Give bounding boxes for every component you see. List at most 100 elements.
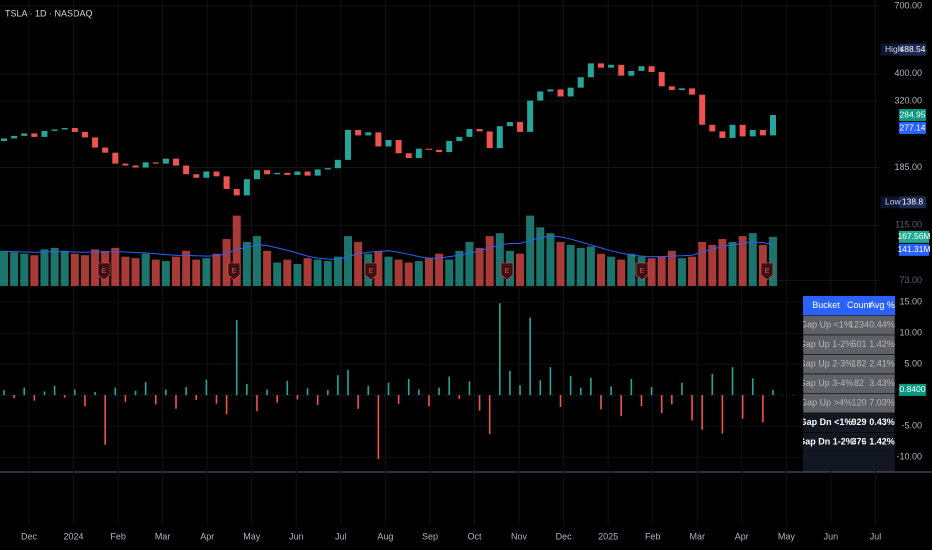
candle xyxy=(355,129,362,136)
candle xyxy=(253,170,260,180)
candle xyxy=(456,136,463,142)
table-header: Count xyxy=(847,300,872,310)
volume-bar xyxy=(354,242,363,286)
gap-bar xyxy=(256,395,258,412)
candle xyxy=(770,115,776,136)
gap-bar xyxy=(13,395,15,399)
candle xyxy=(142,162,149,168)
volume-bar xyxy=(769,236,777,286)
x-tick-label: 2025 xyxy=(598,531,618,541)
volume-bar xyxy=(50,247,59,286)
gap-bar xyxy=(600,395,602,410)
table-cell: 1234 xyxy=(849,320,869,330)
gap-bar xyxy=(3,390,5,396)
volume-bar xyxy=(202,258,211,286)
volume-bar xyxy=(688,256,697,286)
table-header-bg xyxy=(803,296,895,316)
table-cell: 82 xyxy=(854,378,864,388)
gap-bar xyxy=(721,395,724,434)
candle xyxy=(274,172,281,175)
y-tick-label: 115.00 xyxy=(895,220,922,230)
volume-bar xyxy=(10,252,19,286)
price-tag-box xyxy=(899,109,926,122)
candle xyxy=(1,138,7,142)
volume-bar xyxy=(30,255,39,286)
candle xyxy=(699,94,706,125)
volume-bar xyxy=(576,247,585,286)
volume-bar xyxy=(647,258,656,286)
x-tick-label: Feb xyxy=(645,531,661,541)
table-cell: Gap Dn <1% xyxy=(800,417,853,427)
candle xyxy=(395,140,402,154)
candle xyxy=(759,129,766,136)
volume-bar xyxy=(404,262,413,286)
volume-bar xyxy=(192,259,201,286)
gap-bar xyxy=(357,395,359,409)
gap-bar xyxy=(326,390,329,396)
gap-bar xyxy=(144,382,147,396)
x-tick-label: Jun xyxy=(824,531,839,541)
volume-bar xyxy=(414,261,423,286)
earnings-marker xyxy=(500,262,514,281)
volume-bar xyxy=(485,236,494,286)
earnings-marker xyxy=(97,262,111,281)
candle xyxy=(61,128,68,130)
candle xyxy=(557,89,564,97)
candle xyxy=(284,172,291,175)
volume-bar xyxy=(526,215,535,286)
gap-bar xyxy=(316,395,319,406)
volume-bar xyxy=(718,239,727,286)
table-cell: 182 xyxy=(851,359,866,369)
candle xyxy=(567,87,574,97)
gap-bar xyxy=(741,395,744,419)
gap-bar xyxy=(499,303,501,396)
gap-bar xyxy=(407,378,410,396)
table-cell: 0.44% xyxy=(869,320,895,330)
volume-bar xyxy=(232,215,241,286)
volume-bar xyxy=(536,227,545,286)
x-tick-label: Dec xyxy=(21,531,38,541)
volume-bar xyxy=(424,258,433,286)
gap-bar xyxy=(286,380,289,396)
gap-bar xyxy=(731,367,734,396)
volume-bar xyxy=(172,256,181,286)
candle xyxy=(334,159,341,169)
volume-bar xyxy=(20,253,29,286)
volume-bar xyxy=(131,258,140,286)
table-cell: 1.42% xyxy=(869,437,895,447)
x-tick-label: May xyxy=(778,531,796,541)
earnings-label: E xyxy=(232,268,237,275)
candle xyxy=(466,129,473,137)
candle xyxy=(112,152,119,164)
gap-bar xyxy=(579,387,582,396)
candle xyxy=(213,171,220,177)
volume-bar xyxy=(607,256,616,286)
candle xyxy=(476,129,483,132)
volume-tag-label: 167.56M xyxy=(897,231,930,241)
table-cell: Gap Dn 1-2% xyxy=(798,437,854,447)
candle xyxy=(324,168,331,170)
gap-bar xyxy=(276,395,278,403)
candle xyxy=(415,148,422,159)
x-tick-label: Dec xyxy=(556,531,573,541)
gap-bar xyxy=(266,389,268,396)
gap-bar xyxy=(104,395,106,445)
volume-bar xyxy=(161,261,170,286)
volume-ma-line xyxy=(3,235,774,261)
candle xyxy=(436,149,443,153)
gap-bar xyxy=(114,387,117,396)
volume-bar xyxy=(80,255,89,286)
volume-bar xyxy=(273,262,282,286)
volume-bar xyxy=(394,259,403,286)
volume-bar xyxy=(586,246,595,286)
candle xyxy=(243,179,250,196)
candle xyxy=(294,171,301,175)
volume-tag-box xyxy=(899,243,929,256)
candle xyxy=(21,133,28,136)
gap-bar xyxy=(691,395,693,421)
gap-bar xyxy=(509,370,511,396)
x-tick-label: Sep xyxy=(422,531,438,541)
volume-bar xyxy=(465,242,474,286)
gap-bar xyxy=(306,388,309,396)
table-cell: 2.41% xyxy=(869,359,895,369)
